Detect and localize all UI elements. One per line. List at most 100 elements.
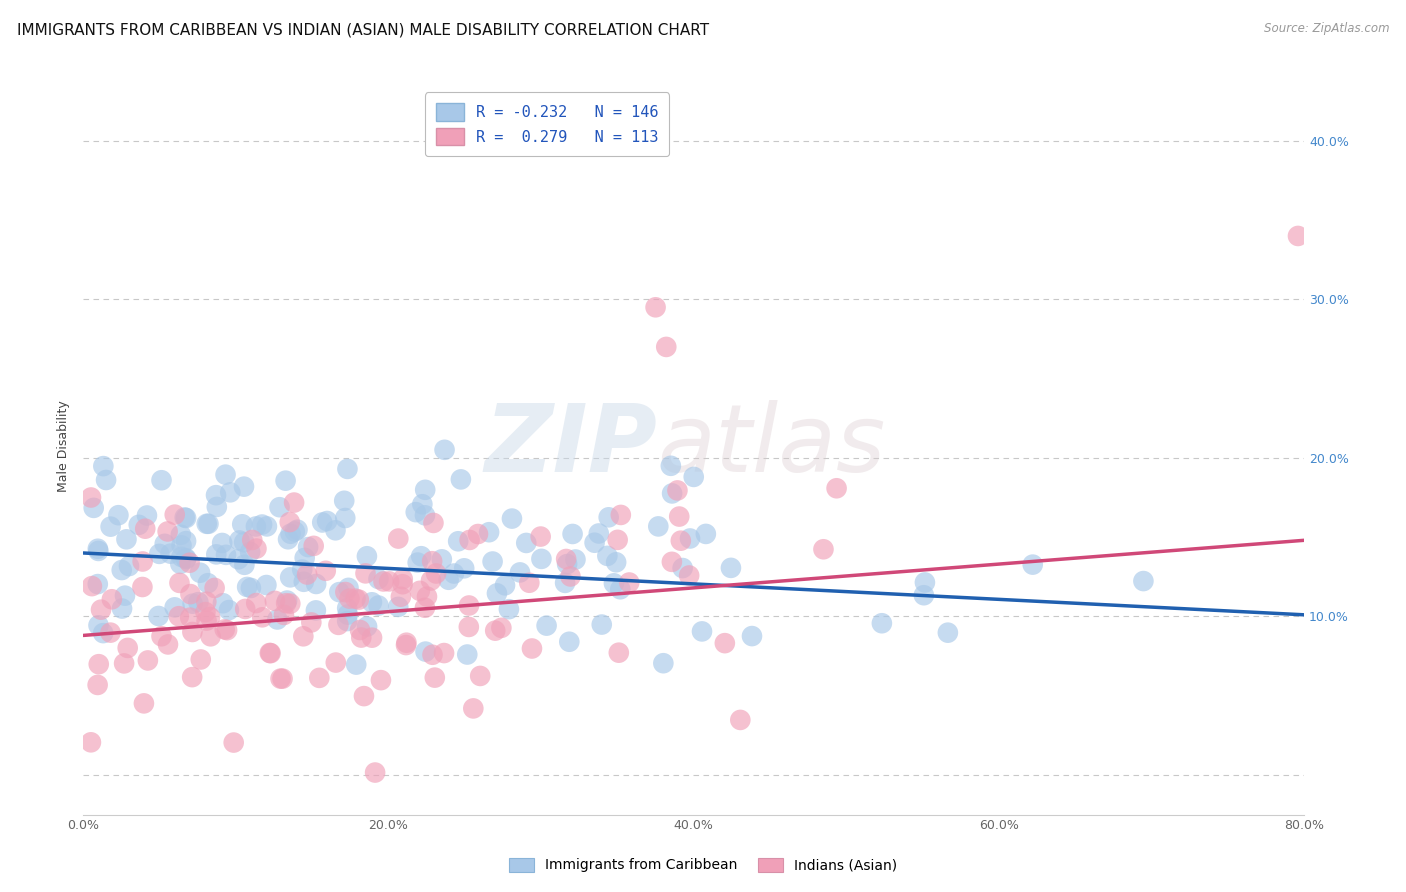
Point xyxy=(131,580,153,594)
Point xyxy=(128,517,150,532)
Point xyxy=(101,592,124,607)
Point xyxy=(457,620,479,634)
Point xyxy=(536,618,558,632)
Point xyxy=(498,602,520,616)
Point xyxy=(195,614,218,628)
Point xyxy=(413,508,436,523)
Point xyxy=(174,534,197,549)
Point xyxy=(361,595,384,609)
Point xyxy=(273,607,295,622)
Point xyxy=(222,735,245,749)
Point xyxy=(266,612,288,626)
Point xyxy=(179,587,201,601)
Point xyxy=(218,603,240,617)
Point xyxy=(350,631,373,645)
Point xyxy=(278,597,301,611)
Point xyxy=(583,535,606,549)
Legend: R = -0.232   N = 146, R =  0.279   N = 113: R = -0.232 N = 146, R = 0.279 N = 113 xyxy=(426,93,669,156)
Point xyxy=(107,508,129,523)
Point xyxy=(302,539,325,553)
Point xyxy=(373,574,395,589)
Point xyxy=(315,564,337,578)
Point xyxy=(170,528,193,542)
Point xyxy=(274,474,297,488)
Point xyxy=(730,713,752,727)
Point xyxy=(422,648,444,662)
Point xyxy=(131,554,153,568)
Point xyxy=(912,588,935,602)
Point xyxy=(415,644,437,658)
Point xyxy=(197,576,219,591)
Point xyxy=(367,572,389,586)
Point xyxy=(87,577,110,591)
Point xyxy=(204,581,226,595)
Point xyxy=(305,603,328,617)
Point xyxy=(813,542,835,557)
Point xyxy=(233,480,256,494)
Point xyxy=(678,568,700,582)
Point xyxy=(481,555,503,569)
Point xyxy=(136,508,159,523)
Point xyxy=(430,552,453,566)
Point xyxy=(195,595,218,609)
Point xyxy=(87,541,110,556)
Point xyxy=(391,572,413,586)
Point xyxy=(605,555,627,569)
Point xyxy=(530,530,553,544)
Point xyxy=(425,566,447,581)
Point xyxy=(252,610,274,624)
Point xyxy=(520,641,543,656)
Point xyxy=(245,596,267,610)
Point xyxy=(276,593,298,607)
Point xyxy=(416,590,439,604)
Point xyxy=(254,578,277,592)
Text: IMMIGRANTS FROM CARIBBEAN VS INDIAN (ASIAN) MALE DISABILITY CORRELATION CHART: IMMIGRANTS FROM CARIBBEAN VS INDIAN (ASI… xyxy=(17,22,709,37)
Point xyxy=(169,557,191,571)
Point xyxy=(413,483,436,497)
Point xyxy=(111,563,134,577)
Point xyxy=(170,549,193,564)
Point xyxy=(278,515,301,529)
Point xyxy=(188,566,211,580)
Point xyxy=(509,566,531,580)
Point xyxy=(463,701,485,715)
Point xyxy=(295,567,318,582)
Point xyxy=(560,569,582,583)
Point xyxy=(344,591,367,606)
Point xyxy=(179,610,201,624)
Point xyxy=(205,488,228,502)
Point xyxy=(936,625,959,640)
Point xyxy=(335,511,357,525)
Point xyxy=(433,646,456,660)
Point xyxy=(395,636,418,650)
Point xyxy=(690,624,713,639)
Legend: Immigrants from Caribbean, Indians (Asian): Immigrants from Caribbean, Indians (Asia… xyxy=(503,852,903,878)
Point xyxy=(389,590,412,604)
Text: Source: ZipAtlas.com: Source: ZipAtlas.com xyxy=(1264,22,1389,36)
Point xyxy=(205,547,228,561)
Point xyxy=(370,673,392,687)
Point xyxy=(515,536,537,550)
Point xyxy=(437,573,460,587)
Point xyxy=(214,623,236,637)
Point xyxy=(453,561,475,575)
Point xyxy=(591,617,613,632)
Point xyxy=(269,500,291,515)
Point xyxy=(292,574,315,589)
Point xyxy=(530,552,553,566)
Point xyxy=(156,524,179,539)
Point xyxy=(870,616,893,631)
Point xyxy=(217,623,239,637)
Point xyxy=(308,671,330,685)
Point xyxy=(219,485,242,500)
Point xyxy=(316,514,339,528)
Point xyxy=(661,486,683,500)
Point xyxy=(347,592,370,607)
Point xyxy=(270,672,292,686)
Point xyxy=(174,551,197,566)
Point xyxy=(668,509,690,524)
Point xyxy=(181,625,204,640)
Point xyxy=(387,599,409,614)
Point xyxy=(250,517,273,532)
Point xyxy=(387,532,409,546)
